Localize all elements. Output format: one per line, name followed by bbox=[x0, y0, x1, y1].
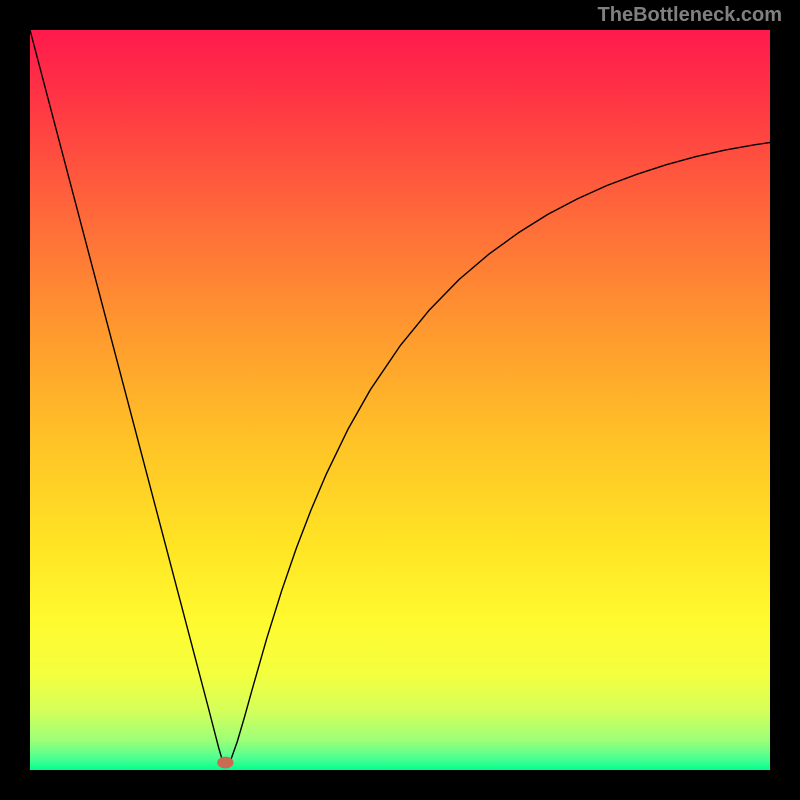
chart-svg bbox=[30, 30, 770, 770]
chart-background-gradient bbox=[30, 30, 770, 770]
bottleneck-minimum-marker bbox=[217, 757, 233, 769]
chart-frame: TheBottleneck.com bbox=[0, 0, 800, 800]
watermark-text: TheBottleneck.com bbox=[598, 4, 782, 27]
chart-plot-area bbox=[30, 30, 770, 770]
